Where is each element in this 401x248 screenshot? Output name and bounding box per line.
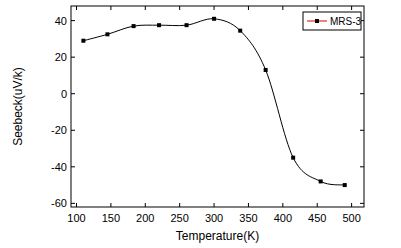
point	[319, 179, 323, 183]
y-tick-label: -60	[51, 197, 67, 209]
x-tick	[282, 203, 283, 207]
y-tick	[71, 93, 75, 94]
point	[81, 39, 85, 43]
legend-label: MRS-3	[330, 16, 362, 27]
y-tick-label: -40	[51, 161, 67, 173]
x-tick	[351, 6, 352, 10]
chart: 100 150 200 250 300 350 400 450 500 -60 -40 -20 0 20 4…	[0, 0, 401, 248]
x-tick	[76, 6, 77, 10]
y-tick	[71, 57, 75, 58]
x-axis-label: Temperature(K)	[176, 229, 259, 243]
plot-area	[81, 17, 346, 187]
x-tick	[145, 6, 146, 10]
x-tick-label: 450	[308, 212, 326, 224]
y-tick	[71, 166, 75, 167]
x-tick	[248, 6, 249, 10]
x-tick-label: 300	[205, 212, 223, 224]
legend	[303, 12, 361, 30]
plot-frame	[71, 6, 364, 207]
point	[291, 156, 295, 160]
x-tick-label: 200	[136, 212, 154, 224]
x-tick	[351, 203, 352, 207]
y-tick-label: -20	[51, 124, 67, 136]
x-tick-label: 100	[67, 212, 85, 224]
y-axis-label: Seebeck(uV/k)	[11, 67, 25, 146]
x-tick	[145, 203, 146, 207]
y-tick	[71, 130, 75, 131]
x-tick	[317, 203, 318, 207]
x-tick-label: 500	[342, 212, 360, 224]
x-tick	[214, 6, 215, 10]
y-tick-label: 40	[55, 15, 67, 27]
point	[264, 68, 268, 72]
point	[212, 17, 216, 21]
x-tick-label: 400	[274, 212, 292, 224]
x-tick	[248, 203, 249, 207]
y-tick	[360, 57, 364, 58]
point	[132, 24, 136, 28]
point	[105, 32, 109, 36]
point	[185, 23, 189, 27]
x-tick	[179, 203, 180, 207]
x-tick-label: 150	[102, 212, 120, 224]
x-tick	[110, 203, 111, 207]
x-tick	[76, 203, 77, 207]
x-tick	[179, 6, 180, 10]
y-tick	[71, 20, 75, 21]
point	[157, 23, 161, 27]
y-tick-label: 0	[61, 88, 67, 100]
y-tick	[360, 130, 364, 131]
y-tick	[71, 203, 75, 204]
x-tick-label: 350	[239, 212, 257, 224]
legend-marker	[315, 19, 319, 23]
y-tick	[360, 203, 364, 204]
x-tick	[214, 203, 215, 207]
x-tick	[110, 6, 111, 10]
point	[343, 183, 347, 187]
x-tick-label: 250	[170, 212, 188, 224]
y-tick	[360, 166, 364, 167]
y-tick-label: 20	[55, 51, 67, 63]
series-line	[83, 19, 344, 185]
point	[238, 29, 242, 33]
x-tick	[317, 6, 318, 10]
x-tick	[282, 6, 283, 10]
y-tick	[360, 93, 364, 94]
